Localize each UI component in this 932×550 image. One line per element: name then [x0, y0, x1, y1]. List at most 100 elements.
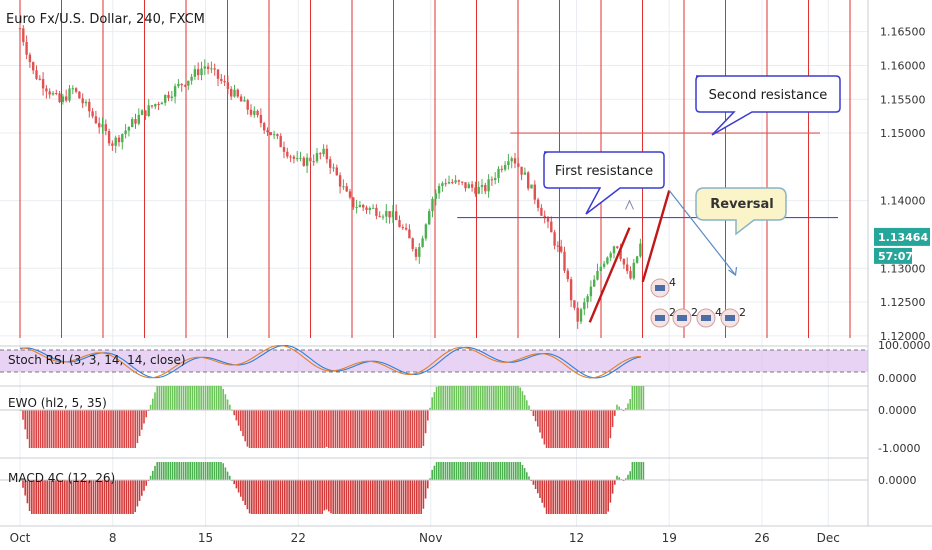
- ewo-bar-45: [119, 410, 121, 448]
- ewo-bar-231: [528, 405, 530, 410]
- macd-bar-120: [284, 480, 286, 514]
- macd-bar-95: [229, 475, 231, 480]
- first-resistance-callout[interactable]: First resistance: [543, 151, 665, 215]
- macd-bar-191: [440, 462, 442, 480]
- candle-body-145: [497, 168, 500, 179]
- date-tick-4: Nov: [419, 531, 442, 545]
- date-tick-6: 19: [662, 531, 677, 545]
- indicator-tick-1: 0.0000: [878, 372, 917, 385]
- second-resistance-callout[interactable]: Second resistance: [695, 75, 841, 136]
- macd-bar-45: [119, 480, 121, 514]
- ewo-bar-276: [627, 403, 629, 410]
- macd-bar-73: [180, 462, 183, 480]
- macd-bar-223: [510, 462, 513, 480]
- ewo-bar-95: [229, 404, 231, 410]
- ewo-bar-230: [526, 400, 528, 410]
- ewo-bar-1: [22, 410, 24, 420]
- macd-bar-201: [462, 462, 464, 480]
- ewo-bar-222: [508, 386, 510, 410]
- candle-body-29: [114, 137, 117, 146]
- candle-body-179: [609, 253, 612, 258]
- macd-bar-21: [66, 480, 68, 514]
- ewo-bar-195: [449, 386, 451, 410]
- candle-body-135: [464, 182, 467, 189]
- ewo-bar-113: [268, 410, 271, 448]
- ewo-bar-163: [378, 410, 381, 448]
- ewo-bar-58: [147, 410, 150, 412]
- macd-bar-88: [213, 462, 216, 480]
- ewo-bar-30: [86, 410, 88, 448]
- macd-bar-119: [281, 480, 284, 514]
- macd-bar-124: [292, 480, 295, 514]
- macd-bar-86: [209, 462, 211, 480]
- candle-body-92: [322, 148, 325, 155]
- ewo-bar-108: [257, 410, 260, 448]
- reversal-callout[interactable]: Reversal: [695, 187, 787, 236]
- candle-body-150: [513, 158, 517, 164]
- economic-events[interactable]: 4 2 2 4 2: [650, 276, 746, 328]
- ewo-bar-68: [169, 386, 172, 410]
- macd-bar-254: [578, 480, 581, 514]
- candle-body-146: [500, 168, 503, 170]
- ewo-bar-40: [108, 410, 110, 448]
- candle-body-171: [583, 302, 586, 310]
- ewo-bar-111: [264, 410, 266, 448]
- candle-body-55: [200, 68, 203, 76]
- macd-bar-44: [116, 480, 119, 514]
- candle-body-155: [530, 184, 533, 189]
- ewo-bar-97: [233, 410, 235, 416]
- macd-bar-22: [68, 480, 70, 514]
- macd-bar-218: [499, 462, 502, 480]
- macd-bar-89: [215, 462, 218, 480]
- candle-body-3: [28, 54, 32, 63]
- candle-body-85: [299, 157, 302, 159]
- macd-title[interactable]: MACD 4C (12, 26): [8, 471, 115, 485]
- macd-bar-205: [471, 462, 473, 480]
- date-tick-3: 22: [291, 531, 306, 545]
- macd-bar-276: [627, 474, 629, 480]
- candle-body-128: [441, 183, 444, 187]
- stoch-rsi-title[interactable]: Stoch RSI (3, 3, 14, 14, close): [8, 353, 186, 367]
- macd-bar-164: [380, 480, 383, 514]
- candle-body-58: [210, 68, 213, 70]
- countdown-value: 57:07: [878, 250, 913, 263]
- macd-bar-102: [244, 480, 246, 506]
- ewo-bar-85: [207, 386, 209, 410]
- ewo-bar-229: [523, 395, 526, 410]
- macd-bar-234: [534, 480, 537, 489]
- macd-bar-265: [603, 480, 605, 514]
- ewo-bar-242: [552, 410, 554, 448]
- candle-body-62: [223, 80, 226, 83]
- candle-body-123: [424, 224, 428, 239]
- ewo-bar-8: [37, 410, 40, 448]
- ewo-title[interactable]: EWO (hl2, 5, 35): [8, 396, 107, 410]
- macd-bar-147: [343, 480, 345, 514]
- candle-body-13: [61, 96, 65, 102]
- macd-bar-140: [328, 480, 330, 512]
- candle-body-27: [107, 131, 111, 144]
- macd-bar-3: [26, 480, 29, 504]
- candle-body-109: [378, 215, 381, 217]
- macd-bar-262: [596, 480, 598, 514]
- macd-bar-210: [482, 462, 484, 480]
- macd-bar-134: [314, 480, 317, 514]
- price-axis[interactable]: 1.16500 1.16000 1.15500 1.15000 1.14000 1.130…: [10, 26, 931, 545]
- macd-bar-189: [435, 462, 438, 480]
- macd-bar-216: [495, 462, 497, 480]
- ewo-bar-179: [413, 410, 416, 448]
- ewo-bar-72: [178, 386, 180, 410]
- candle-body-8: [45, 88, 48, 92]
- macd-bar-29: [83, 480, 86, 514]
- ewo-bar-92: [222, 389, 224, 410]
- candle-body-30: [117, 137, 121, 143]
- ewo-bar-121: [286, 410, 288, 448]
- macd-bar-255: [581, 480, 583, 514]
- macd-bar-37: [101, 480, 103, 514]
- candle-body-93: [325, 148, 329, 160]
- macd-bar-166: [385, 480, 387, 514]
- candle-body-105: [365, 207, 368, 210]
- event-flag-icon-2: [677, 315, 687, 321]
- candle-body-180: [612, 246, 616, 254]
- macd-bar-126: [297, 480, 299, 514]
